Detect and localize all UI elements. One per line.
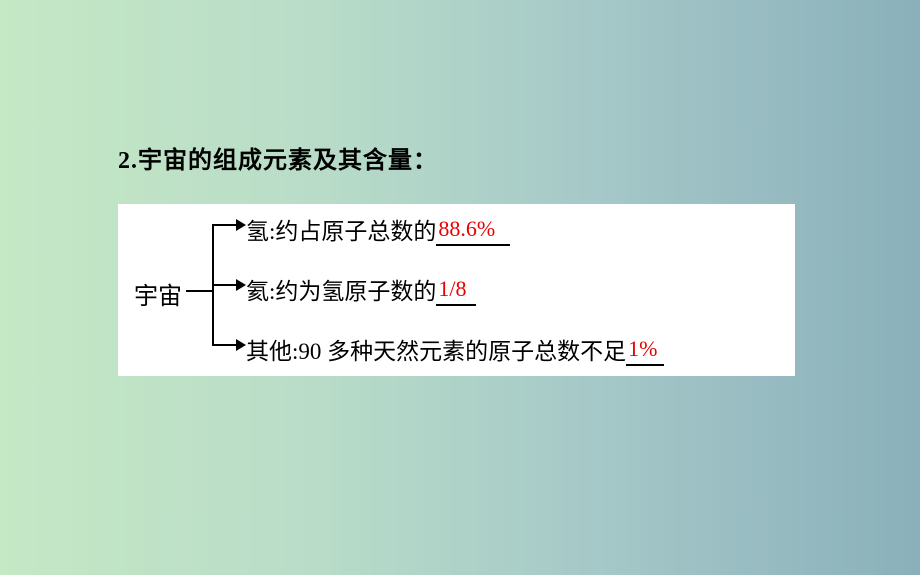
blank-underline: 1% (626, 340, 664, 366)
bracket-main-line (186, 290, 212, 292)
answer-2: 1/8 (438, 276, 466, 302)
diagram-container: 宇宙 氢:约占原子总数的88.6% 氦:约为氢原子数的1/8 其他:90 多种天… (118, 204, 795, 376)
blank-underline: 88.6% (436, 220, 510, 246)
branch-text-2: 氦:约为氢原子数的 (246, 279, 436, 304)
root-label: 宇宙 (134, 276, 182, 311)
blank-underline: 1/8 (436, 280, 476, 306)
branch-row-3: 其他:90 多种天然元素的原子总数不足1% (246, 332, 664, 366)
answer-1: 88.6% (438, 216, 495, 242)
arrow-icon (236, 339, 246, 351)
branch-row-1: 氢:约占原子总数的88.6% (246, 212, 510, 246)
answer-3: 1% (628, 336, 657, 362)
arrow-icon (236, 219, 246, 231)
section-heading: 2.宇宙的组成元素及其含量： (118, 140, 438, 175)
branch-row-2: 氦:约为氢原子数的1/8 (246, 272, 476, 306)
branch-text-1: 氢:约占原子总数的 (246, 219, 436, 244)
branch-text-3: 其他:90 多种天然元素的原子总数不足 (246, 339, 626, 364)
arrow-icon (236, 279, 246, 291)
